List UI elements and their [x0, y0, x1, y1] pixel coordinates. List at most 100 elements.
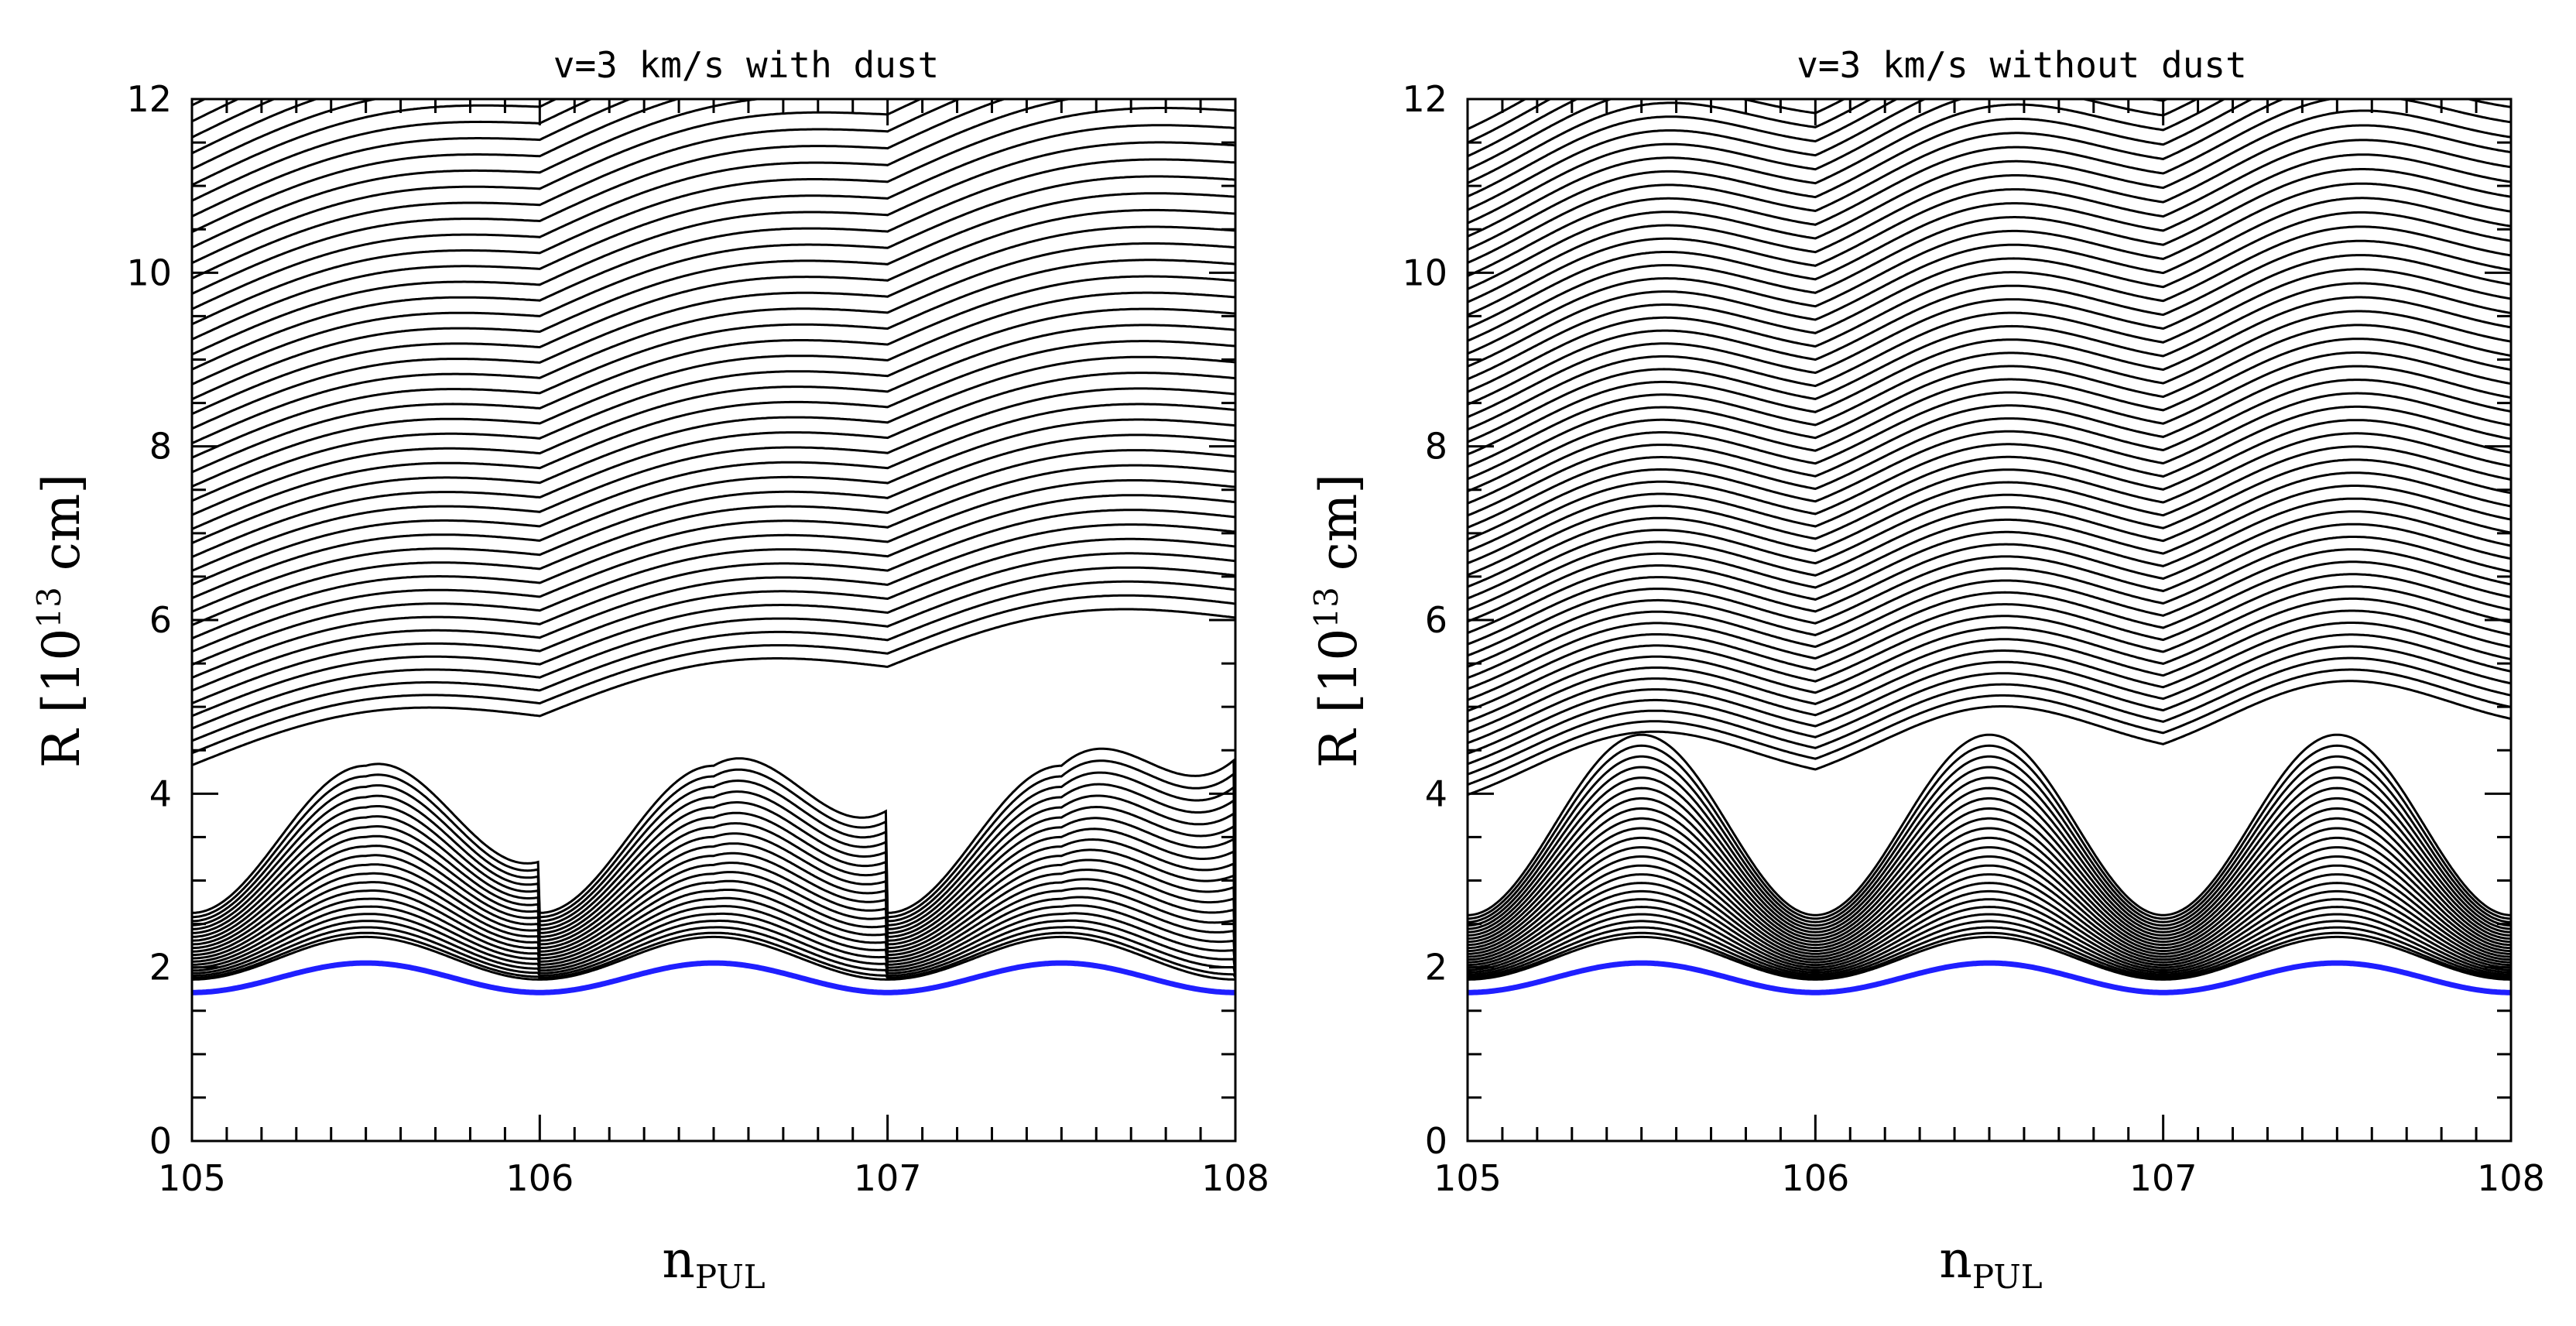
trajectory-line	[1468, 510, 2511, 646]
y-tick-label: 2	[149, 947, 172, 989]
trajectory-line	[192, 848, 1235, 950]
y-tick-label: 2	[1425, 947, 1447, 989]
trajectory-line	[1468, 109, 2511, 290]
trajectory-line	[192, 608, 1235, 766]
trajectory-line	[1468, 432, 2511, 577]
trajectory-line	[192, 935, 1235, 981]
trajectory-line	[1468, 931, 2511, 980]
trajectory-line	[1468, 864, 2511, 958]
trajectory-line	[1468, 766, 2511, 927]
trajectory-line	[192, 259, 1235, 459]
x-axis-label: nPUL	[662, 1230, 765, 1296]
trajectory-line	[192, 896, 1235, 966]
trajectory-line	[192, 99, 633, 218]
trajectory-line	[1468, 680, 2511, 797]
trajectory-line	[192, 99, 559, 187]
trajectory-line	[192, 817, 1235, 938]
trajectory-line	[192, 580, 1235, 742]
trajectory-line	[1468, 197, 2511, 368]
trajectory-line	[1468, 645, 2511, 766]
trajectory-line	[192, 464, 1235, 640]
trajectory-line	[192, 926, 1235, 977]
trajectory-line	[192, 124, 1235, 341]
trajectory-line	[1468, 523, 2511, 657]
trajectory-line	[192, 771, 1235, 923]
trajectory-line	[192, 537, 1235, 704]
y-tick-label: 8	[1425, 426, 1447, 468]
trajectory-line	[192, 307, 1235, 502]
trajectory-line	[192, 225, 1235, 430]
trajectory-line	[1468, 254, 2511, 419]
title-without-dust: v=3 km/s without dust	[1797, 44, 2247, 86]
trajectory-line	[192, 99, 682, 234]
trajectory-line	[192, 192, 1235, 401]
trajectory-line	[192, 141, 1235, 356]
trajectory-line	[1468, 365, 2511, 517]
trajectory-line	[192, 566, 1235, 730]
trajectory-line	[1468, 560, 2511, 690]
trajectory-line	[1468, 310, 2511, 468]
trajectory-line	[1468, 633, 2511, 755]
trajectory-line	[1468, 855, 2511, 955]
trajectory-line	[1468, 807, 2511, 941]
trajectory-line	[192, 858, 1235, 953]
panel-without-dust: v=3 km/s without dust 105 106 107 108024681…	[1307, 44, 2545, 1296]
x-tick-label: 107	[2129, 1157, 2197, 1199]
trajectory-line	[1468, 906, 2511, 971]
y-tick-label: 4	[149, 773, 172, 814]
trajectory-line	[192, 904, 1235, 969]
trajectory-line	[1468, 920, 2511, 976]
trajectory-line	[1468, 913, 2511, 974]
trajectory-line	[192, 912, 1235, 972]
trajectory-line	[192, 887, 1235, 963]
trajectory-line	[192, 794, 1235, 930]
trajectory-line	[1468, 124, 2511, 303]
trajectory-line	[1468, 536, 2511, 668]
trajectory-line	[1468, 882, 2511, 964]
trajectory-line	[1468, 585, 2511, 712]
trajectory-line	[1468, 379, 2511, 529]
x-axis-label: nPUL	[1939, 1230, 2042, 1296]
stellar-radius-curve	[192, 960, 1235, 995]
trajectory-line	[192, 838, 1235, 946]
mass-shell-trajectories	[1468, 99, 2511, 981]
trajectory-line	[192, 594, 1235, 755]
trajectory-line	[192, 494, 1235, 666]
trajectory-line	[192, 449, 1235, 626]
title-with-dust: v=3 km/s with dust	[553, 44, 940, 86]
trajectory-line	[1468, 548, 2511, 680]
trajectory-line	[1468, 497, 2511, 635]
trajectory-line	[192, 355, 1235, 544]
trajectory-line	[1468, 471, 2511, 612]
trajectory-line	[192, 158, 1235, 371]
trajectory-line	[192, 878, 1235, 960]
trajectory-line	[192, 99, 594, 202]
trajectory-line	[192, 552, 1235, 718]
trajectory-line	[1468, 836, 2511, 950]
trajectory-line	[1468, 817, 2511, 944]
trajectory-line	[1468, 935, 2511, 981]
trajectory-line	[192, 479, 1235, 653]
trajectory-line	[192, 783, 1235, 927]
trajectory-line	[1468, 99, 2511, 277]
trajectory-line	[1468, 755, 2511, 923]
trajectory-line	[1468, 609, 2511, 734]
trajectory-line	[192, 747, 1235, 914]
trajectory-line	[1468, 573, 2511, 701]
x-tick-label: 105	[158, 1157, 226, 1199]
trajectory-line	[1468, 597, 2511, 723]
trajectory-line	[192, 509, 1235, 679]
trajectory-line	[1468, 445, 2511, 588]
trajectory-line	[192, 208, 1235, 416]
trajectory-line	[1468, 99, 2200, 224]
trajectory-line	[1468, 99, 2511, 264]
stellar-radius-curve	[1468, 960, 2511, 995]
trajectory-line	[1468, 296, 2511, 456]
trajectory-line	[1468, 153, 2511, 330]
trajectory-line	[192, 759, 1235, 919]
trajectory-line	[1468, 889, 2511, 967]
trajectory-line	[192, 340, 1235, 530]
trajectory-line	[192, 387, 1235, 572]
trajectory-line	[1468, 776, 2511, 930]
